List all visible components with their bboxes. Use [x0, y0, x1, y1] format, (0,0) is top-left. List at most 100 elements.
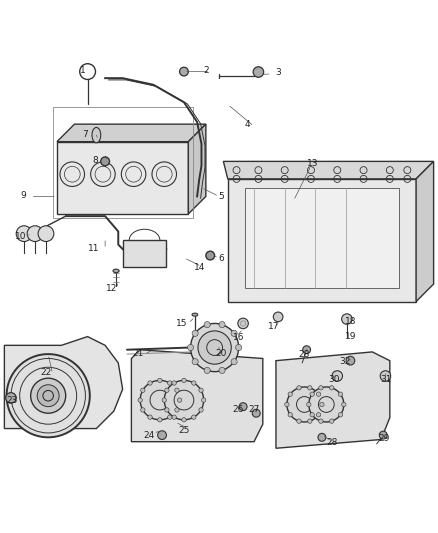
Text: 3: 3 — [275, 68, 281, 77]
Circle shape — [38, 226, 54, 241]
Circle shape — [199, 408, 203, 412]
Circle shape — [309, 387, 344, 422]
Ellipse shape — [113, 269, 119, 273]
Circle shape — [320, 402, 324, 407]
Circle shape — [338, 413, 343, 417]
Circle shape — [7, 354, 90, 437]
Circle shape — [177, 398, 182, 402]
Circle shape — [182, 378, 186, 383]
Text: 19: 19 — [345, 332, 356, 341]
Polygon shape — [57, 142, 188, 214]
Circle shape — [175, 388, 179, 392]
Ellipse shape — [192, 313, 198, 316]
Circle shape — [138, 398, 142, 402]
Circle shape — [101, 157, 110, 166]
Circle shape — [191, 324, 239, 372]
Circle shape — [164, 381, 204, 420]
Circle shape — [319, 385, 323, 390]
Text: 17: 17 — [268, 322, 279, 332]
Circle shape — [141, 388, 145, 392]
Circle shape — [16, 226, 32, 241]
Text: 11: 11 — [88, 244, 100, 253]
Circle shape — [316, 413, 321, 417]
Circle shape — [287, 387, 322, 422]
Circle shape — [318, 433, 326, 441]
Text: 27: 27 — [248, 405, 260, 414]
Circle shape — [288, 392, 293, 397]
Text: 10: 10 — [15, 232, 27, 241]
Circle shape — [141, 408, 145, 412]
Bar — [53, 107, 193, 219]
Polygon shape — [4, 336, 123, 429]
Circle shape — [204, 321, 210, 328]
Circle shape — [307, 402, 311, 407]
Circle shape — [316, 392, 321, 397]
Circle shape — [219, 321, 225, 328]
Circle shape — [231, 359, 237, 365]
Circle shape — [379, 431, 387, 439]
Circle shape — [297, 419, 301, 423]
Text: 1: 1 — [80, 66, 86, 75]
Circle shape — [253, 67, 264, 77]
Circle shape — [310, 413, 314, 417]
Circle shape — [162, 398, 166, 402]
Circle shape — [239, 403, 247, 410]
Circle shape — [182, 418, 186, 422]
Circle shape — [191, 415, 196, 419]
Circle shape — [338, 392, 343, 397]
Circle shape — [307, 419, 312, 423]
Circle shape — [140, 381, 180, 420]
Polygon shape — [276, 352, 390, 448]
Text: 5: 5 — [218, 192, 224, 201]
Circle shape — [172, 381, 176, 385]
Circle shape — [158, 378, 162, 383]
Circle shape — [192, 359, 198, 365]
Polygon shape — [416, 161, 434, 302]
Circle shape — [165, 408, 169, 412]
Circle shape — [273, 312, 283, 322]
Text: 24: 24 — [143, 431, 155, 440]
Circle shape — [31, 378, 66, 413]
Text: 15: 15 — [176, 319, 187, 328]
Circle shape — [319, 419, 323, 423]
Circle shape — [37, 385, 59, 407]
Text: 25: 25 — [178, 426, 190, 435]
Text: 29: 29 — [378, 434, 390, 443]
Text: 31: 31 — [381, 375, 392, 384]
Circle shape — [219, 367, 225, 374]
Circle shape — [201, 398, 206, 402]
Circle shape — [148, 381, 152, 385]
Ellipse shape — [92, 127, 101, 143]
Circle shape — [346, 356, 355, 365]
Text: 30: 30 — [328, 375, 339, 384]
Circle shape — [199, 388, 203, 392]
Circle shape — [175, 408, 179, 412]
Circle shape — [192, 381, 196, 385]
Circle shape — [187, 344, 194, 351]
Circle shape — [148, 415, 152, 419]
Circle shape — [238, 318, 248, 329]
Text: 23: 23 — [7, 397, 18, 406]
Text: 22: 22 — [40, 368, 52, 377]
Polygon shape — [223, 161, 434, 179]
Circle shape — [297, 385, 301, 390]
Text: 14: 14 — [194, 263, 205, 272]
Circle shape — [310, 392, 314, 397]
Circle shape — [204, 367, 210, 374]
Text: 18: 18 — [345, 317, 356, 326]
Circle shape — [167, 415, 172, 419]
Circle shape — [288, 413, 293, 417]
Circle shape — [192, 330, 198, 336]
Circle shape — [27, 226, 43, 241]
Bar — [245, 188, 399, 288]
Polygon shape — [131, 350, 263, 442]
Text: 13: 13 — [307, 159, 319, 168]
Text: 20: 20 — [215, 349, 227, 358]
Circle shape — [342, 402, 346, 407]
Text: 28: 28 — [326, 438, 337, 447]
Text: 6: 6 — [218, 254, 224, 263]
Text: 8: 8 — [92, 157, 99, 165]
Circle shape — [329, 419, 334, 423]
Circle shape — [236, 344, 242, 351]
Circle shape — [165, 388, 169, 392]
